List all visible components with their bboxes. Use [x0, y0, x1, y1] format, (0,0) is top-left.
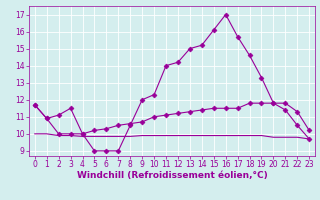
X-axis label: Windchill (Refroidissement éolien,°C): Windchill (Refroidissement éolien,°C) [76, 171, 268, 180]
